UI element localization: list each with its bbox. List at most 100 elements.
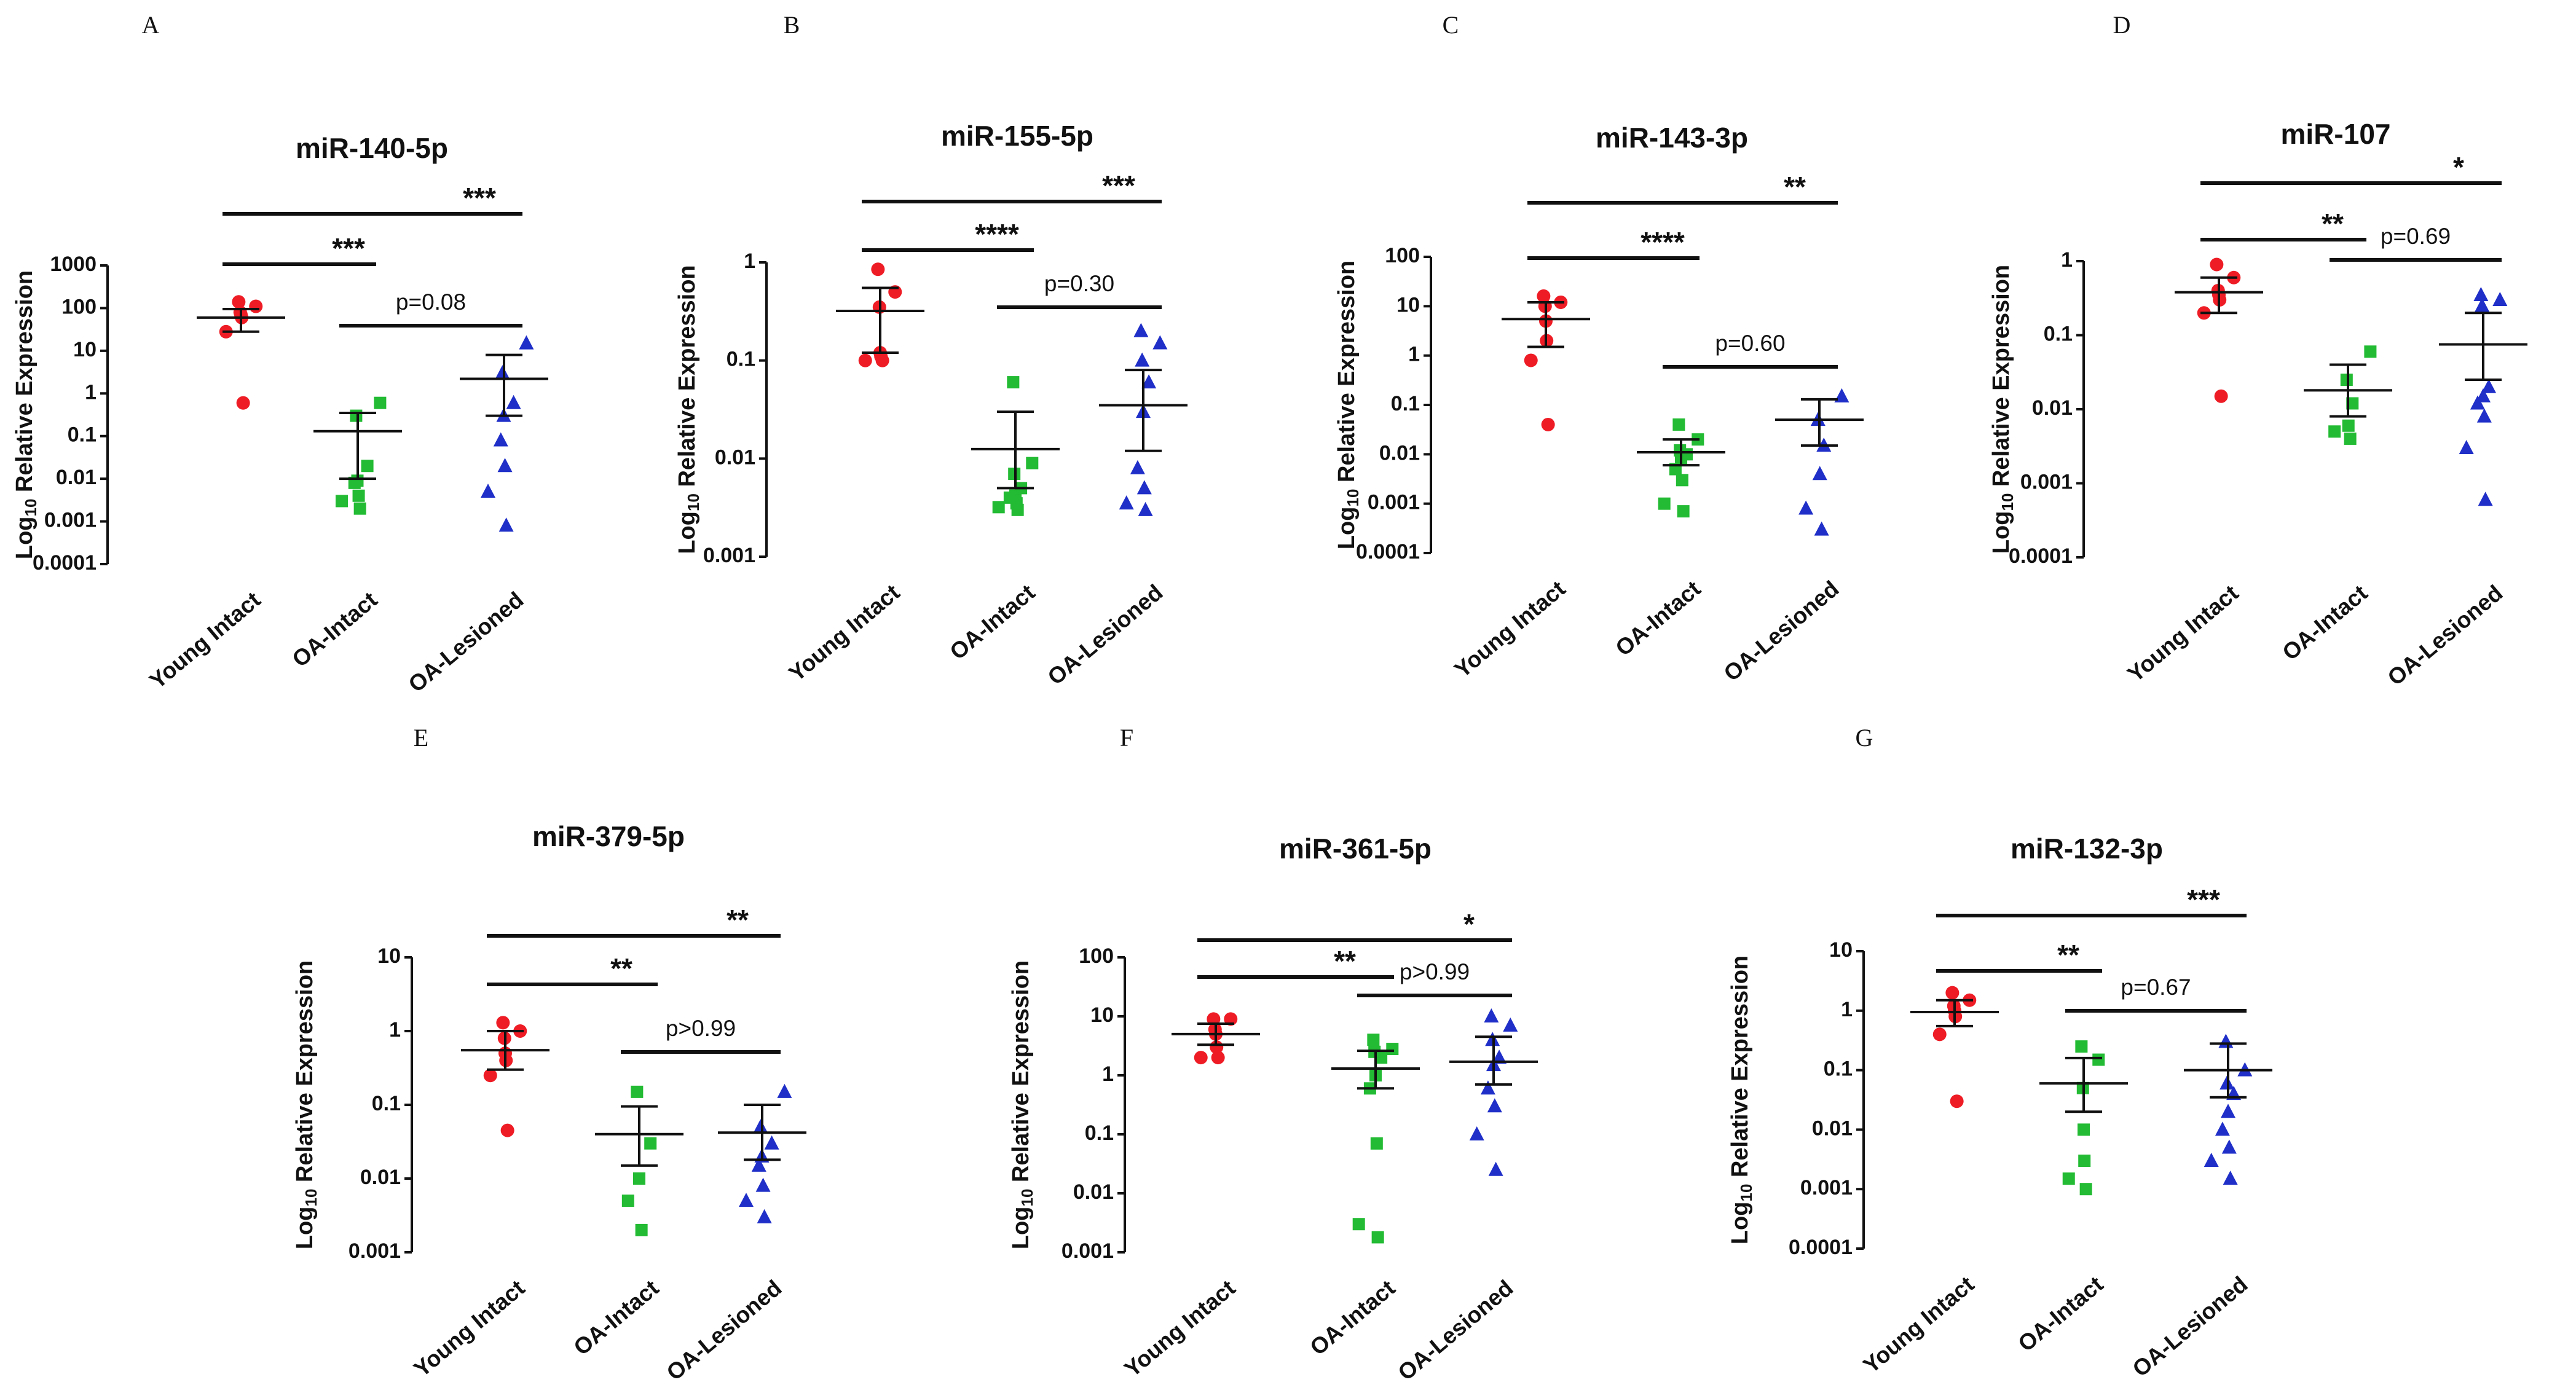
y-tick-label: 0.1 [68,423,97,447]
data-point-circle [1932,1027,1947,1042]
p-value-label: p=0.60 [1715,331,1785,356]
category-label: OA-Intact [288,587,382,672]
data-point-square [2062,1172,2075,1185]
data-point-circle [1950,1094,1964,1109]
y-axis-title-subscript: 10 [1737,1184,1755,1202]
y-tick-label: 0.001 [2020,470,2073,493]
data-point-circle [236,396,250,410]
significance-stars: ** [1784,171,1806,203]
p-value-label: p>0.99 [666,1016,736,1041]
panel-label: C [1443,11,1459,39]
data-point-triangle [751,1157,766,1172]
category-label: OA-Intact [1611,576,1706,661]
chart-title: miR-361-5p [1279,833,1432,865]
y-axis-title-prefix: Log [674,511,700,554]
data-point-square [1352,1218,1365,1231]
y-tick-label: 100 [1079,944,1114,968]
data-point-square [621,1195,634,1207]
data-point-triangle [753,1119,768,1134]
category-label: Young Intact [1120,1275,1240,1382]
significance-stars: *** [332,232,365,264]
data-point-triangle [1136,480,1152,495]
data-point-circle [1211,1051,1225,1065]
y-axis-title-prefix: Log [292,1207,318,1250]
significance-stars: *** [2187,884,2220,916]
y-axis-title-rest: Relative Expression [1727,955,1753,1184]
data-point-square [992,501,1005,514]
data-point-circle [1194,1051,1208,1065]
data-point-triangle [764,1135,779,1150]
significance-stars: **** [975,218,1019,250]
y-tick-label: 0.001 [1368,491,1420,514]
category-label: OA-Intact [2278,580,2373,665]
data-point-square [2078,1155,2091,1167]
data-point-square [1677,505,1690,518]
data-point-circle [858,353,872,367]
y-tick-label: 100 [61,295,97,318]
data-point-square [2340,374,2353,387]
data-point-square [1026,457,1039,469]
data-point-square [1658,497,1671,510]
data-point-square [1007,376,1020,389]
p-value-label: p=0.08 [396,289,466,315]
data-point-circle [1207,1012,1221,1026]
y-axis-title-subscript: 10 [22,499,40,517]
data-point-triangle [2476,408,2492,423]
category-label: Young Intact [1859,1271,1979,1378]
data-point-triangle [2473,286,2489,301]
data-point-circle [2210,257,2224,272]
category-label: OA-Lesioned [662,1275,787,1385]
significance-stars: ** [727,904,749,936]
data-point-triangle [2492,292,2508,307]
y-tick-label: 1 [2061,248,2073,272]
panel-label: D [2113,11,2131,39]
category-label: OA-Lesioned [2383,580,2508,690]
chart-title: miR-140-5p [296,132,448,164]
y-tick-label: 10 [1396,293,1420,316]
category-label: OA-Lesioned [404,587,529,697]
category-label: OA-Lesioned [1043,579,1168,689]
data-point-square [2342,419,2355,432]
data-point-triangle [1834,388,1849,402]
data-point-triangle [1812,466,1827,481]
data-point-triangle [2221,1139,2237,1154]
data-point-triangle [1814,521,1829,536]
y-tick-label: 10 [1090,1003,1114,1027]
y-axis-title-prefix: Log [1334,507,1360,550]
chart-title: miR-379-5p [532,820,685,852]
data-point-square [644,1137,657,1150]
y-axis-title: Log10 Relative Expression [1008,960,1036,1249]
panel-c: CmiR-143-3p0.00010.0010.010.1110100Log10… [1334,11,1864,686]
y-tick-label: 1 [1841,998,1853,1021]
y-tick-label: 0.1 [727,348,755,371]
data-point-triangle [1469,1126,1484,1140]
data-point-circle [500,1123,514,1137]
data-point-triangle [519,335,534,350]
significance-stars: **** [1641,226,1685,258]
y-tick-label: 1000 [50,253,97,276]
y-axis-title-rest: Relative Expression [1988,265,2014,493]
y-tick-label: 0.0001 [2009,544,2073,568]
y-tick-label: 0.01 [1379,441,1420,465]
category-label: OA-Intact [2014,1271,2108,1356]
y-axis-title: Log10 Relative Expression [1334,261,1362,549]
data-point-triangle [498,517,514,532]
chart-title: miR-107 [2281,118,2391,150]
p-value-label: p=0.30 [1044,271,1114,296]
data-point-triangle [739,1193,754,1207]
y-tick-label: 0.01 [56,466,97,489]
y-tick-label: 0.01 [1812,1116,1853,1140]
y-tick-label: 1 [1102,1062,1114,1086]
y-tick-label: 1 [744,249,755,273]
category-label: Young Intact [1450,576,1570,683]
data-point-triangle [1119,495,1134,510]
y-axis-title-rest: Relative Expression [674,265,700,493]
y-tick-label: 0.01 [1073,1180,1114,1204]
y-axis-title-subscript: 10 [684,493,703,511]
category-label: Young Intact [145,587,266,694]
data-point-circle [1224,1012,1238,1026]
y-tick-label: 0.001 [703,544,755,567]
p-value-label: p>0.99 [1400,959,1470,984]
